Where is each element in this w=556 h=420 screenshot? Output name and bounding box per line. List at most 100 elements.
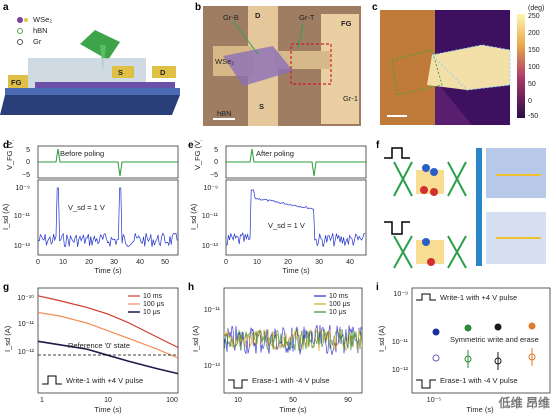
watermark: 低维 昂维 <box>498 396 550 410</box>
d-x-2: 20 <box>85 259 93 266</box>
band-diagram-f <box>384 147 546 269</box>
h-legend-0: 10 ms <box>329 293 349 300</box>
h-x-2: 90 <box>344 397 352 404</box>
h-x-0: 10 <box>234 397 242 404</box>
d-title: Before poling <box>60 149 104 158</box>
d-ylabel-bot: I_sd (A) <box>1 203 10 230</box>
chart-h: 10⁻¹¹ 10⁻¹³ I_sd (A) 10 ms 100 μs 10 μs … <box>191 287 363 414</box>
panel-a: a WSe₂ hBN Gr FG S D <box>0 0 185 130</box>
e-x-1: 10 <box>253 259 261 266</box>
i-x-0: 10⁻⁵ <box>427 397 441 404</box>
panel-label-c: c <box>372 2 378 13</box>
h-legend-1: 100 μs <box>329 301 351 308</box>
d-ytop-0: 5 <box>26 147 30 154</box>
g-legend-2: 10 μs <box>143 309 161 316</box>
h-x-1: 50 <box>289 397 297 404</box>
tag-d: D <box>160 68 166 77</box>
e-isd-trace <box>225 189 366 247</box>
device-schematic-a: WSe₂ hBN Gr FG S D <box>0 15 180 115</box>
h-y-1: 10⁻¹³ <box>204 363 221 370</box>
d-xlabel: Time (s) <box>94 266 122 275</box>
e-x-0: 0 <box>224 259 228 266</box>
d-vfg-trace <box>38 148 178 177</box>
e-annotation: V_sd = 1 V <box>268 221 305 230</box>
g-x-1: 10 <box>104 397 112 404</box>
tag-b-grt: Gr-T <box>299 13 315 22</box>
g-ref-label: Reference '0' state <box>68 341 130 350</box>
i-y-0: 10⁻⁹ <box>394 291 408 298</box>
cbar-tick-0: 0 <box>528 98 532 105</box>
tag-b-gr1: Gr-1 <box>343 94 358 103</box>
d-x-0: 0 <box>36 259 40 266</box>
d-annotation: V_sd = 1 V <box>68 203 105 212</box>
cbar-tick-200: 200 <box>528 30 540 37</box>
g-series-100us <box>37 311 179 359</box>
d-x-4: 40 <box>136 259 144 266</box>
g-legend-0: 10 ms <box>143 293 163 300</box>
e-ytop-1: 0 <box>214 159 218 166</box>
tag-s: S <box>118 68 123 77</box>
d-ybot-2: 10⁻¹³ <box>14 243 31 250</box>
d-ytop-2: −5 <box>22 172 30 179</box>
g-ylabel: I_sd (A) <box>3 325 12 352</box>
tag-b-hbn: hBN <box>217 109 232 118</box>
legend-wse2: WSe₂ <box>33 15 52 24</box>
tag-b-wse2: WSe₂ <box>215 57 234 66</box>
i-ylabel: I_sd (A) <box>377 325 386 352</box>
panel-label-h: h <box>188 282 195 293</box>
cbar-tick-100: 100 <box>528 64 540 71</box>
g-y-1: 10⁻¹¹ <box>18 321 35 328</box>
g-y-0: 10⁻¹⁰ <box>17 294 34 302</box>
d-ybot-1: 10⁻¹¹ <box>14 213 31 220</box>
panel-g: g 10⁻¹⁰ 10⁻¹¹ 10⁻¹² I_sd (A) 10 ms 100 μ… <box>0 282 185 415</box>
legend-hbn: hBN <box>33 26 48 35</box>
cbar-tick-150: 150 <box>528 47 540 54</box>
d-ybot-0: 10⁻⁹ <box>16 185 30 192</box>
e-ylabel-bot: I_sd (A) <box>189 203 198 230</box>
cbar-unit: (deg) <box>528 5 544 12</box>
i-sym-label: Symmetric write and erase <box>450 335 539 344</box>
e-x-4: 40 <box>346 259 354 266</box>
panel-label-d: d <box>3 140 10 151</box>
g-x-2: 100 <box>166 397 178 404</box>
d-x-3: 30 <box>110 259 118 266</box>
i-erase-label: Erase-1 with -4 V pulse <box>440 376 518 385</box>
e-xlabel: Time (s) <box>282 266 310 275</box>
panel-label-i: i <box>376 282 379 293</box>
e-title: After poling <box>256 149 294 158</box>
i-y-1: 10⁻¹¹ <box>392 339 409 346</box>
e-ylabel-top: V_FG (V) <box>193 140 202 170</box>
h-y-0: 10⁻¹¹ <box>204 307 221 314</box>
g-series-10ms <box>37 295 179 349</box>
tag-fg: FG <box>11 78 22 87</box>
e-ybot-2: 10⁻¹³ <box>202 243 219 250</box>
panel-d: d Before poling 5 0 −5 V_FG (V) 10⁻⁹ 10⁻… <box>0 138 185 275</box>
e-ybot-0: 10⁻⁹ <box>204 185 218 192</box>
g-x-0: 1 <box>40 397 44 404</box>
g-y-2: 10⁻¹² <box>18 349 35 356</box>
panel-c: c 250 200 150 100 50 0 -50 (deg) <box>372 0 556 130</box>
panel-label-g: g <box>3 282 10 293</box>
g-pulse-label: Write-1 with +4 V pulse <box>66 376 143 385</box>
d-x-1: 10 <box>59 259 67 266</box>
panel-h: h 10⁻¹¹ 10⁻¹³ I_sd (A) 10 ms 100 μs 10 μ… <box>188 282 368 415</box>
chart-g: 10⁻¹⁰ 10⁻¹¹ 10⁻¹² I_sd (A) 10 ms 100 μs … <box>3 287 179 414</box>
chart-i: 10⁻⁹ 10⁻¹¹ 10⁻¹² I_sd (A) Write-1 with +… <box>377 287 551 414</box>
phase-map-c: 250 200 150 100 50 0 -50 (deg) <box>380 5 544 125</box>
g-legend-1: 100 μs <box>143 301 165 308</box>
panel-e: e After poling 5 0 −5 V_FG (V) 10⁻⁹ 10⁻¹… <box>188 138 373 275</box>
chart-e: After poling 5 0 −5 V_FG (V) 10⁻⁹ 10⁻¹¹ … <box>189 138 367 275</box>
cbar-tick-250: 250 <box>528 13 540 20</box>
i-xlabel: Time (s) <box>466 405 494 414</box>
d-ytop-1: 0 <box>26 159 30 166</box>
h-series-10us <box>223 327 363 351</box>
tag-b-d: D <box>255 11 261 20</box>
e-x-3: 30 <box>315 259 323 266</box>
e-ybot-1: 10⁻¹¹ <box>202 213 219 220</box>
h-legend-2: 10 μs <box>329 309 347 316</box>
i-write-label: Write-1 with +4 V pulse <box>440 293 517 302</box>
d-isd-trace <box>37 187 178 248</box>
e-ytop-0: 5 <box>214 147 218 154</box>
e-vfg-trace <box>226 148 366 177</box>
h-pulse-label: Erase-1 with -4 V pulse <box>252 376 330 385</box>
